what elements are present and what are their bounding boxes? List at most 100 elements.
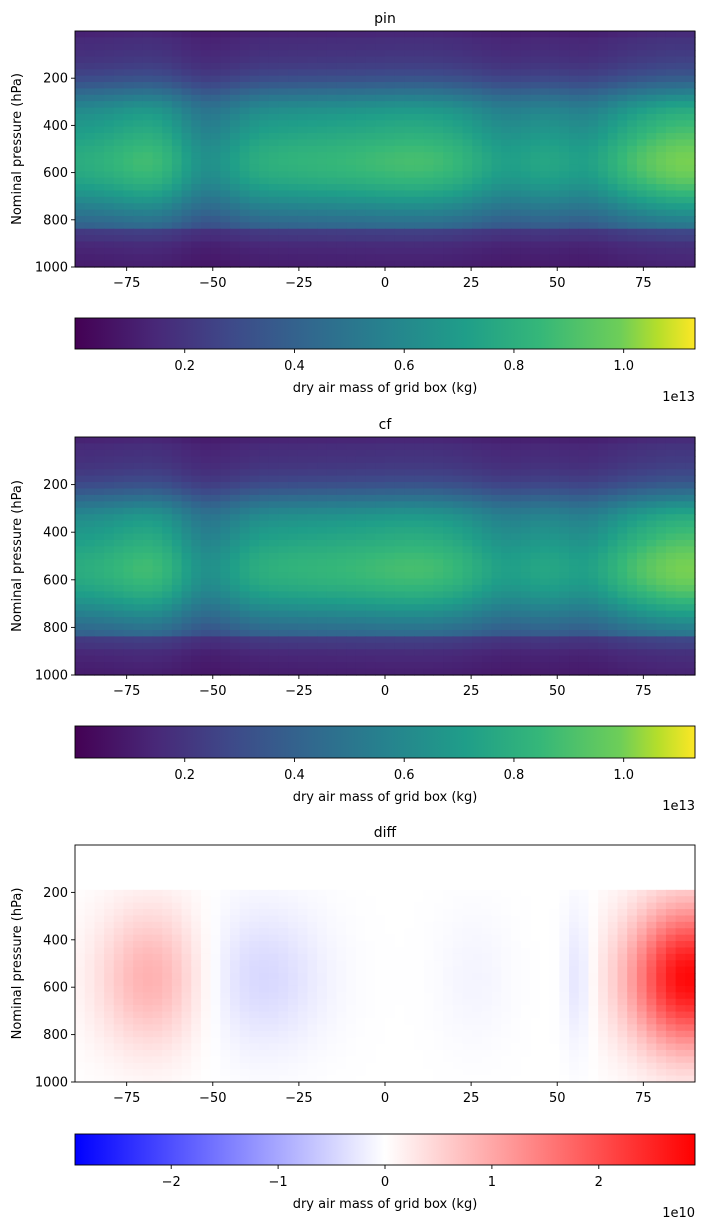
heatmap-cell <box>171 215 183 223</box>
heatmap-cell <box>433 113 444 121</box>
heatmap-cell <box>268 662 280 670</box>
heatmap-cell <box>510 247 522 255</box>
heatmap-cell <box>443 482 454 490</box>
heatmap-cell <box>375 113 386 121</box>
heatmap-cell <box>346 482 357 490</box>
heatmap-cell <box>559 546 570 554</box>
heatmap-cell <box>569 623 580 631</box>
heatmap-cell <box>210 501 221 509</box>
heatmap-cell <box>501 120 512 128</box>
heatmap-cell <box>75 184 86 192</box>
heatmap-cell <box>646 437 657 445</box>
heatmap-cell <box>336 501 347 509</box>
heatmap-cell <box>433 69 444 77</box>
heatmap-cell <box>491 572 502 580</box>
heatmap-cell <box>191 668 202 676</box>
heatmap-cell <box>210 37 221 45</box>
heatmap-cell <box>326 196 338 204</box>
heatmap-cell <box>113 857 125 865</box>
x-tick-label: 0 <box>381 684 389 699</box>
heatmap-cell <box>656 88 667 96</box>
heatmap-cell <box>210 164 221 172</box>
heatmap-cell <box>317 604 328 612</box>
heatmap-cell <box>385 215 396 223</box>
heatmap-cell <box>142 31 154 38</box>
heatmap-cell <box>404 43 415 51</box>
heatmap-cell <box>627 56 638 64</box>
heatmap-cell <box>133 145 144 153</box>
heatmap-cell <box>636 610 648 618</box>
heatmap-cell <box>171 69 183 77</box>
heatmap-cell <box>365 133 376 141</box>
heatmap-cell <box>665 235 677 243</box>
heatmap-cell <box>520 546 531 554</box>
heatmap-cell <box>191 228 202 236</box>
heatmap-cell <box>491 597 502 605</box>
heatmap-cell <box>249 591 260 599</box>
heatmap-cell <box>510 158 522 166</box>
heatmap-cell <box>510 655 522 663</box>
heatmap-cell <box>588 449 599 457</box>
heatmap <box>75 31 696 268</box>
heatmap-cell <box>685 443 696 451</box>
heatmap-cell <box>452 177 464 185</box>
heatmap-cell <box>346 584 357 592</box>
heatmap-cell <box>210 488 221 496</box>
heatmap-cell <box>200 655 212 663</box>
heatmap-cell <box>423 578 435 586</box>
heatmap-cell <box>181 443 192 451</box>
heatmap-cell <box>491 75 502 83</box>
heatmap-cell <box>627 437 638 445</box>
heatmap-cell <box>675 475 686 483</box>
heatmap-cell <box>123 88 134 96</box>
heatmap-cell <box>133 196 144 204</box>
heatmap-cell <box>559 629 570 637</box>
heatmap-cell <box>675 69 686 77</box>
heatmap-cell <box>297 482 309 490</box>
heatmap-cell <box>559 501 570 509</box>
heatmap-cell <box>665 462 677 470</box>
heatmap-cell <box>220 254 231 262</box>
heatmap-cell <box>578 604 590 612</box>
heatmap-cell <box>317 565 328 573</box>
heatmap-cell <box>133 247 144 255</box>
y-tick-label: 200 <box>43 72 68 87</box>
heatmap-cell <box>510 488 522 496</box>
heatmap-cell <box>510 469 522 477</box>
heatmap-cell <box>278 636 289 644</box>
heatmap-cell <box>481 152 493 160</box>
heatmap-cell <box>385 126 396 134</box>
heatmap-cell <box>84 260 95 268</box>
heatmap-cell <box>491 113 502 121</box>
heatmap-cell <box>133 171 144 179</box>
heatmap-cell <box>268 196 280 204</box>
heatmap-cell <box>520 69 531 77</box>
heatmap-cell <box>104 494 115 502</box>
heatmap-cell <box>239 462 250 470</box>
heatmap-cell <box>94 31 105 38</box>
heatmap-cell <box>259 845 270 853</box>
heatmap-cell <box>569 107 580 115</box>
heatmap-cell <box>181 655 192 663</box>
heatmap-cell <box>133 184 144 192</box>
heatmap-cell <box>375 857 386 865</box>
heatmap-cell <box>210 260 221 268</box>
heatmap-cell <box>423 82 435 90</box>
heatmap-cell <box>414 462 425 470</box>
heatmap-cell <box>220 196 231 204</box>
heatmap-cell <box>336 37 347 45</box>
heatmap-cell <box>385 50 396 58</box>
heatmap-cell <box>617 31 628 38</box>
heatmap-cell <box>549 171 560 179</box>
heatmap-cell <box>268 546 280 554</box>
heatmap-cell <box>559 145 570 153</box>
heatmap-cell <box>365 247 376 255</box>
heatmap-cell <box>433 552 444 560</box>
heatmap-cell <box>588 196 599 204</box>
heatmap-cell <box>656 228 667 236</box>
heatmap-cell <box>665 636 677 644</box>
heatmap-cell <box>336 196 347 204</box>
heatmap-cell <box>636 107 648 115</box>
heatmap-cell <box>317 196 328 204</box>
heatmap-cell <box>355 636 367 644</box>
